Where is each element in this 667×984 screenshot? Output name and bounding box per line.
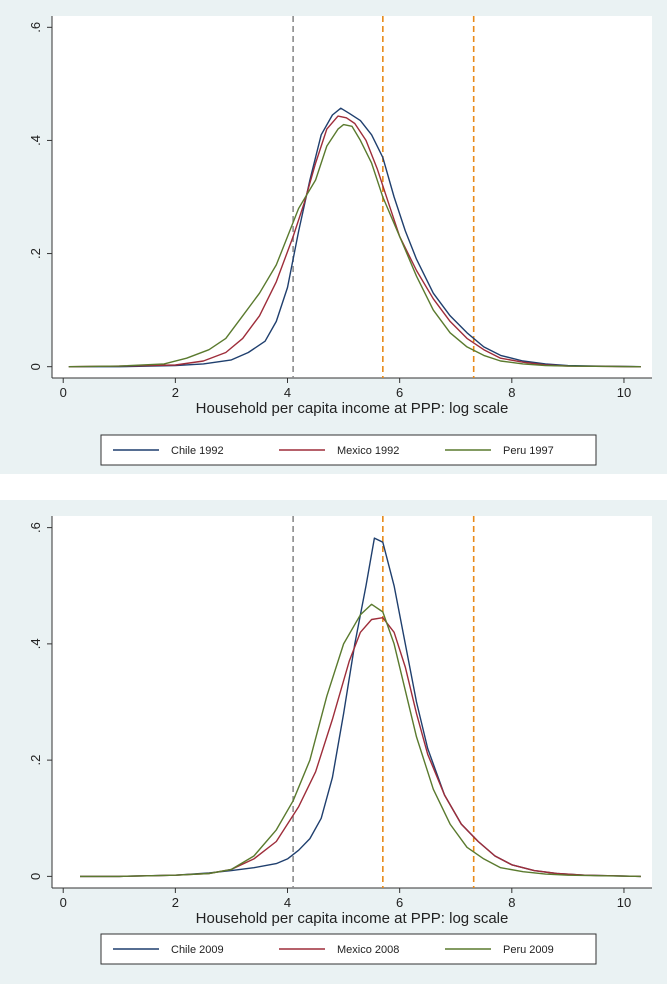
- x-tick-label: 0: [60, 385, 67, 400]
- legend-label: Peru 2009: [503, 944, 554, 956]
- legend-label: Mexico 2008: [337, 944, 399, 956]
- density-chart-bottom: 0 2 4 6 8 10 0 .2 .4 .6 Household per capita incom…: [0, 500, 667, 984]
- x-tick-label: 2: [172, 385, 179, 400]
- y-tick-label: .6: [28, 522, 43, 533]
- chart-panel-bottom: 0 2 4 6 8 10 0 .2 .4 .6 Household per capita incom…: [0, 500, 667, 984]
- legend-label: Mexico 1992: [337, 445, 399, 457]
- y-tick-label: 0: [28, 873, 43, 880]
- y-tick-label: .4: [28, 638, 43, 649]
- y-tick-label: 0: [28, 363, 43, 370]
- x-axis-title: Household per capita income at PPP: log …: [196, 400, 509, 417]
- plot-area: [52, 16, 652, 378]
- x-tick-label: 10: [617, 895, 631, 910]
- chart-panel-top: 0 2 4 6 8 10 0 .2 .4 .6 Household per capita incom…: [0, 0, 667, 474]
- legend-label: Chile 1992: [171, 445, 224, 457]
- y-tick-label: .2: [28, 755, 43, 766]
- x-tick-label: 8: [508, 895, 515, 910]
- legend-label: Chile 2009: [171, 944, 224, 956]
- density-chart-top: 0 2 4 6 8 10 0 .2 .4 .6 Household per capita incom…: [0, 0, 667, 474]
- y-tick-label: .6: [28, 22, 43, 33]
- x-tick-label: 4: [284, 385, 291, 400]
- y-tick-label: .4: [28, 135, 43, 146]
- y-tick-label: .2: [28, 248, 43, 259]
- x-tick-label: 2: [172, 895, 179, 910]
- x-tick-label: 8: [508, 385, 515, 400]
- x-axis-title: Household per capita income at PPP: log …: [196, 910, 509, 927]
- plot-area: [52, 516, 652, 888]
- legend-label: Peru 1997: [503, 445, 554, 457]
- x-tick-label: 6: [396, 385, 403, 400]
- x-tick-label: 4: [284, 895, 291, 910]
- x-tick-label: 6: [396, 895, 403, 910]
- x-tick-label: 10: [617, 385, 631, 400]
- x-tick-label: 0: [60, 895, 67, 910]
